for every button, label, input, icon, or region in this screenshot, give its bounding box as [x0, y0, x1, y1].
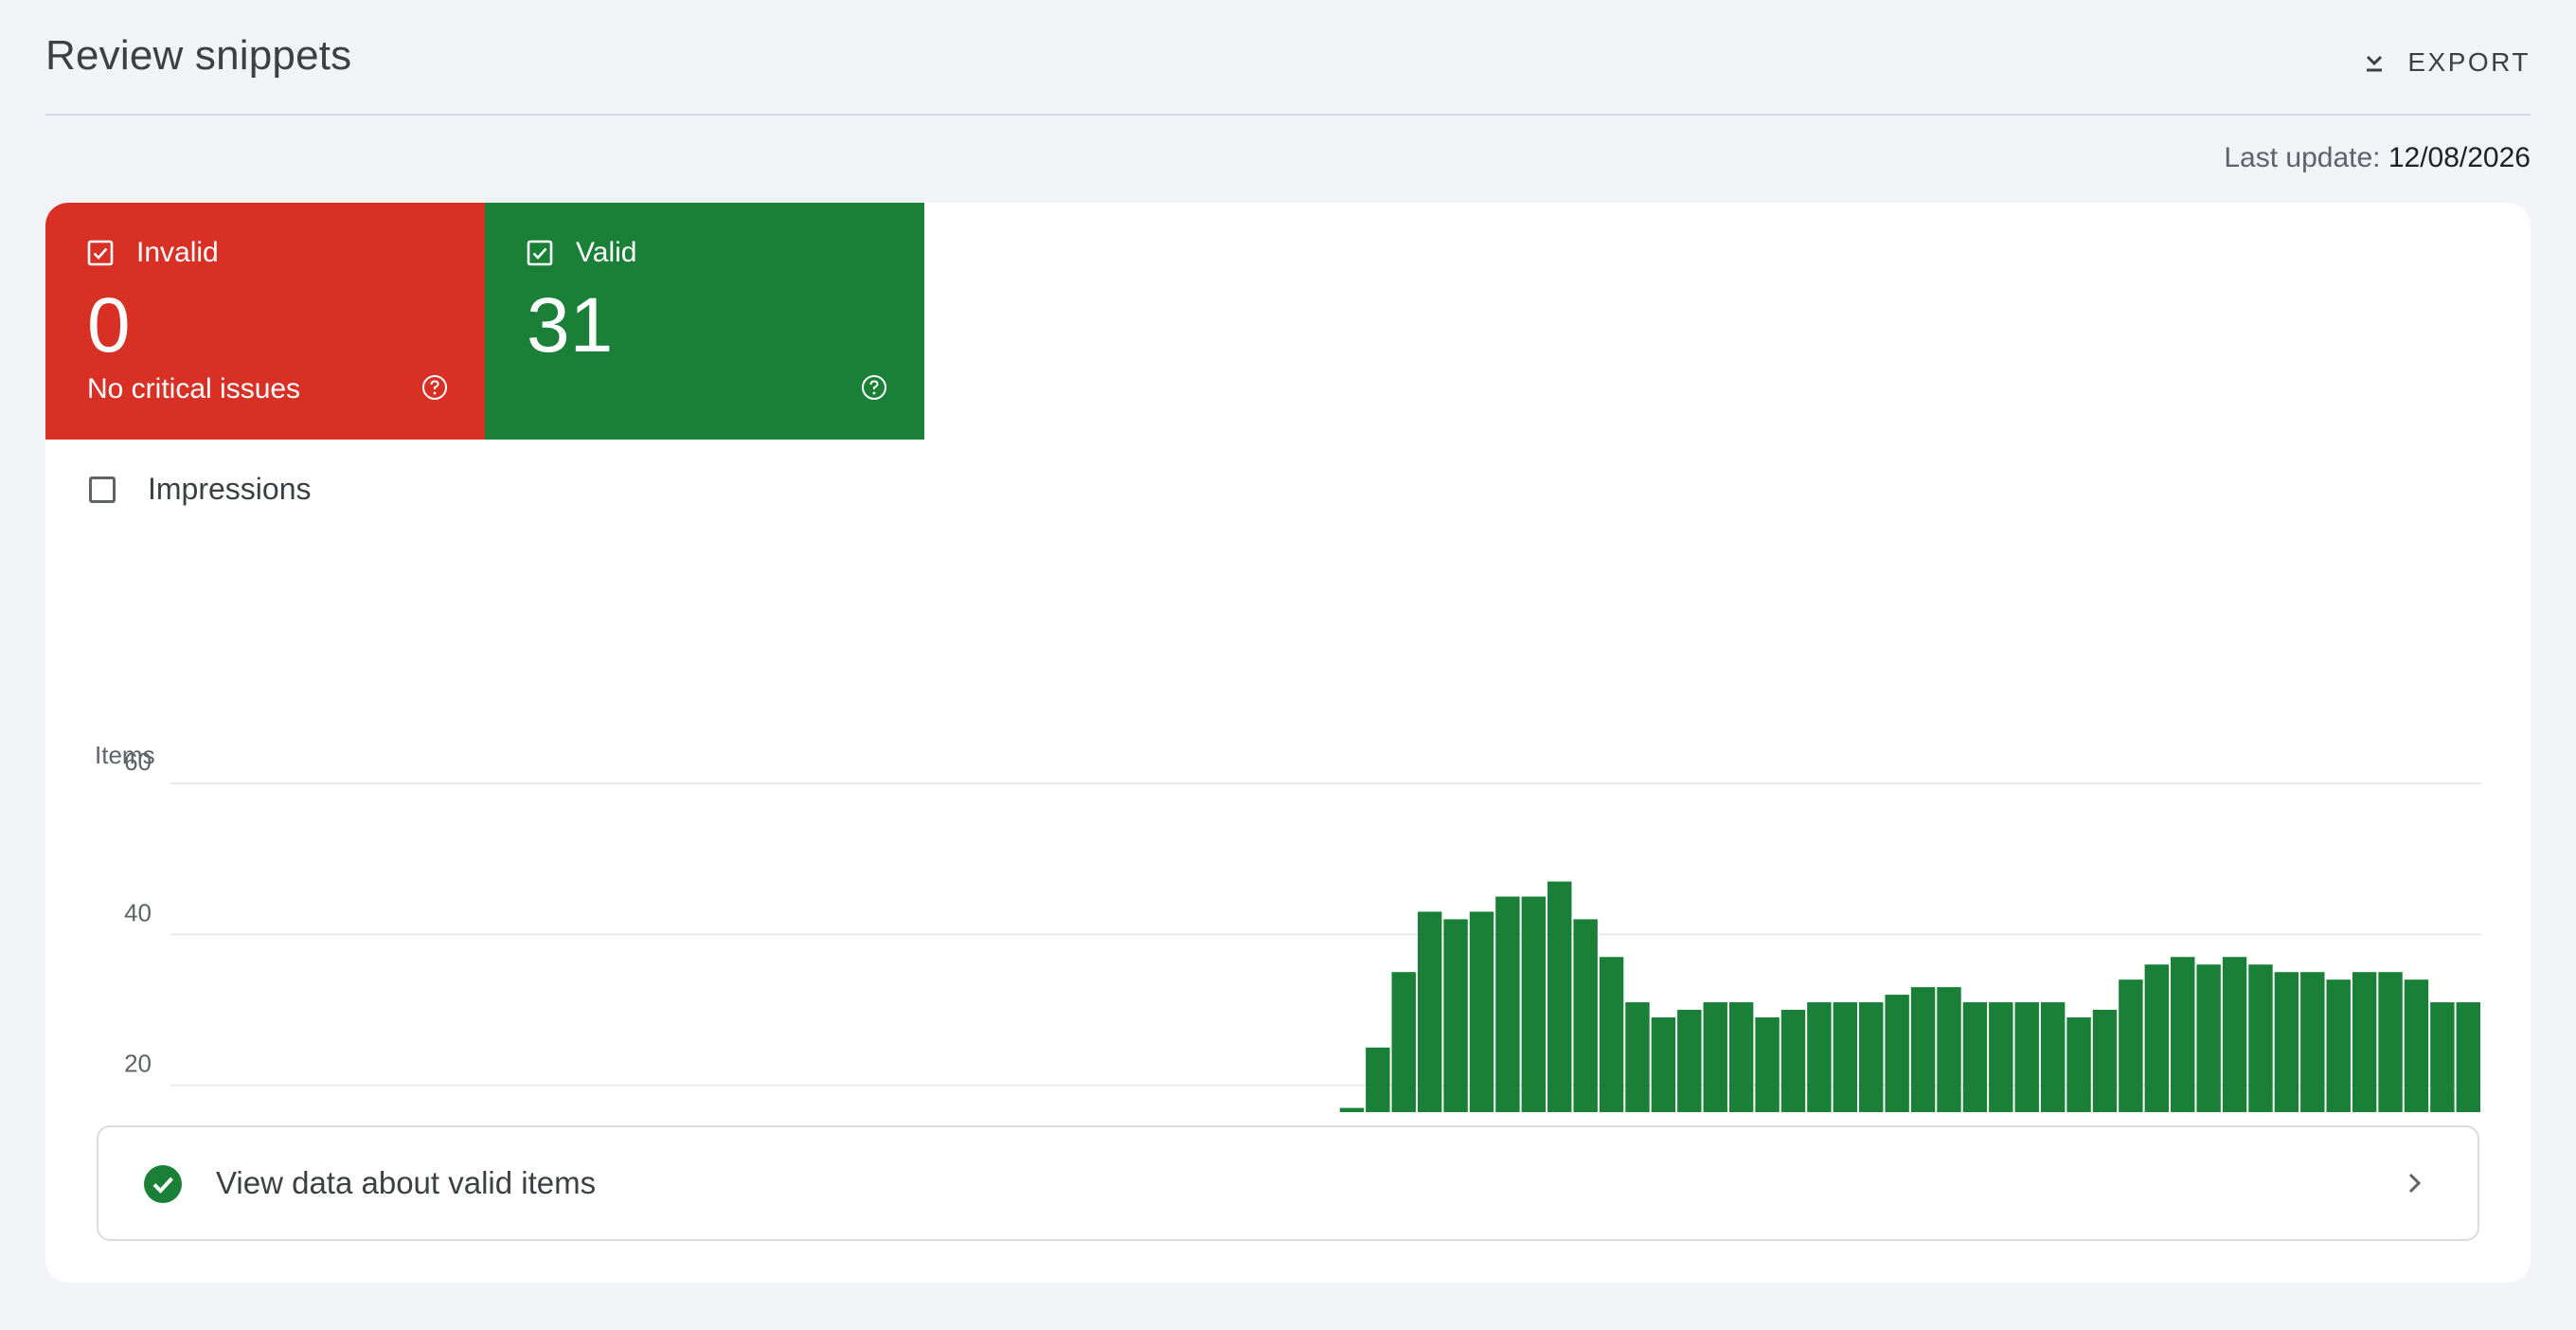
export-button[interactable]: EXPORT [2360, 42, 2531, 83]
check-circle-icon [144, 1165, 182, 1203]
bar[interactable] [1339, 1107, 1365, 1112]
impressions-label: Impressions [148, 472, 312, 506]
page-title: Review snippets [45, 32, 352, 79]
bar[interactable] [1366, 1047, 1390, 1112]
view-valid-items-link[interactable]: View data about valid items [97, 1125, 2479, 1241]
bar[interactable] [2144, 964, 2170, 1112]
bar[interactable] [1962, 1002, 1988, 1112]
bar[interactable] [1728, 1002, 1754, 1112]
bar[interactable] [1443, 919, 1468, 1112]
bar[interactable] [1651, 1016, 1676, 1112]
bar[interactable] [1677, 1010, 1702, 1112]
help-circle-icon[interactable] [860, 373, 888, 402]
download-icon [2360, 48, 2388, 77]
bar[interactable] [1703, 1002, 1727, 1112]
bar[interactable] [1573, 919, 1598, 1112]
bar[interactable] [1599, 957, 1624, 1112]
bar[interactable] [1859, 1002, 1884, 1112]
bar[interactable] [1807, 1002, 1832, 1112]
bar[interactable] [1833, 1002, 1858, 1112]
checked-box-icon [527, 240, 553, 266]
bar[interactable] [2092, 1010, 2118, 1112]
last-update: Last update: 12/08/2026 [2224, 142, 2531, 174]
bar[interactable] [2300, 972, 2325, 1112]
bar[interactable] [2171, 957, 2195, 1112]
y-tick-label: 40 [124, 898, 152, 926]
bar[interactable] [2326, 980, 2351, 1112]
bar[interactable] [2274, 972, 2299, 1112]
report-card: Invalid 0 No critical issues Valid 31 Im… [45, 203, 2531, 1283]
bar[interactable] [1910, 987, 1936, 1112]
bar[interactable] [2456, 1002, 2480, 1112]
invalid-count: 0 [87, 282, 131, 368]
items-chart: Items 0204060 16/05/202627/05/202607/06/… [95, 741, 2481, 1113]
y-axis-label: Items [95, 741, 155, 769]
last-update-date: 12/08/2026 [2388, 142, 2531, 173]
y-tick-label: 20 [124, 1050, 152, 1078]
export-label: EXPORT [2407, 47, 2531, 77]
view-valid-items-label: View data about valid items [216, 1165, 597, 1200]
invalid-tile[interactable]: Invalid 0 No critical issues [45, 203, 485, 440]
bar[interactable] [2014, 1002, 2039, 1112]
invalid-tile-label: Invalid [136, 237, 219, 268]
bar[interactable] [2430, 1002, 2455, 1112]
bar[interactable] [2222, 957, 2247, 1112]
valid-tile-header: Valid [527, 237, 636, 269]
last-update-label: Last update: [2224, 142, 2381, 173]
valid-tile-label: Valid [576, 237, 637, 268]
bar[interactable] [1989, 1002, 2013, 1112]
bar[interactable] [1885, 995, 1909, 1112]
help-circle-icon[interactable] [420, 373, 449, 402]
bar[interactable] [2119, 980, 2143, 1112]
bar[interactable] [1521, 896, 1547, 1113]
bar[interactable] [1937, 987, 1961, 1112]
bar[interactable] [2248, 964, 2273, 1112]
impressions-checkbox[interactable] [89, 476, 116, 503]
checked-box-icon [87, 240, 114, 266]
bar[interactable] [2352, 972, 2377, 1112]
bar[interactable] [2404, 980, 2429, 1112]
page-header: Review snippets EXPORT [45, 0, 2531, 116]
valid-tile[interactable]: Valid 31 [485, 203, 924, 440]
bar[interactable] [2378, 972, 2403, 1112]
bar[interactable] [1547, 881, 1572, 1112]
bar[interactable] [1469, 911, 1494, 1112]
bar[interactable] [1391, 972, 1416, 1112]
bar[interactable] [1625, 1002, 1650, 1112]
invalid-tile-header: Invalid [87, 237, 219, 269]
y-tick-label: 60 [124, 747, 152, 776]
bar[interactable] [1755, 1016, 1780, 1112]
bar[interactable] [1417, 911, 1442, 1112]
bar[interactable] [2066, 1016, 2091, 1112]
bar[interactable] [1495, 896, 1520, 1113]
bar[interactable] [1780, 1010, 1806, 1112]
valid-count: 31 [527, 282, 614, 368]
bar[interactable] [2196, 964, 2221, 1112]
bar[interactable] [2040, 1002, 2066, 1112]
chevron-right-icon [2408, 1173, 2422, 1194]
impressions-toggle[interactable]: Impressions [89, 472, 312, 507]
invalid-subtitle: No critical issues [87, 373, 301, 404]
